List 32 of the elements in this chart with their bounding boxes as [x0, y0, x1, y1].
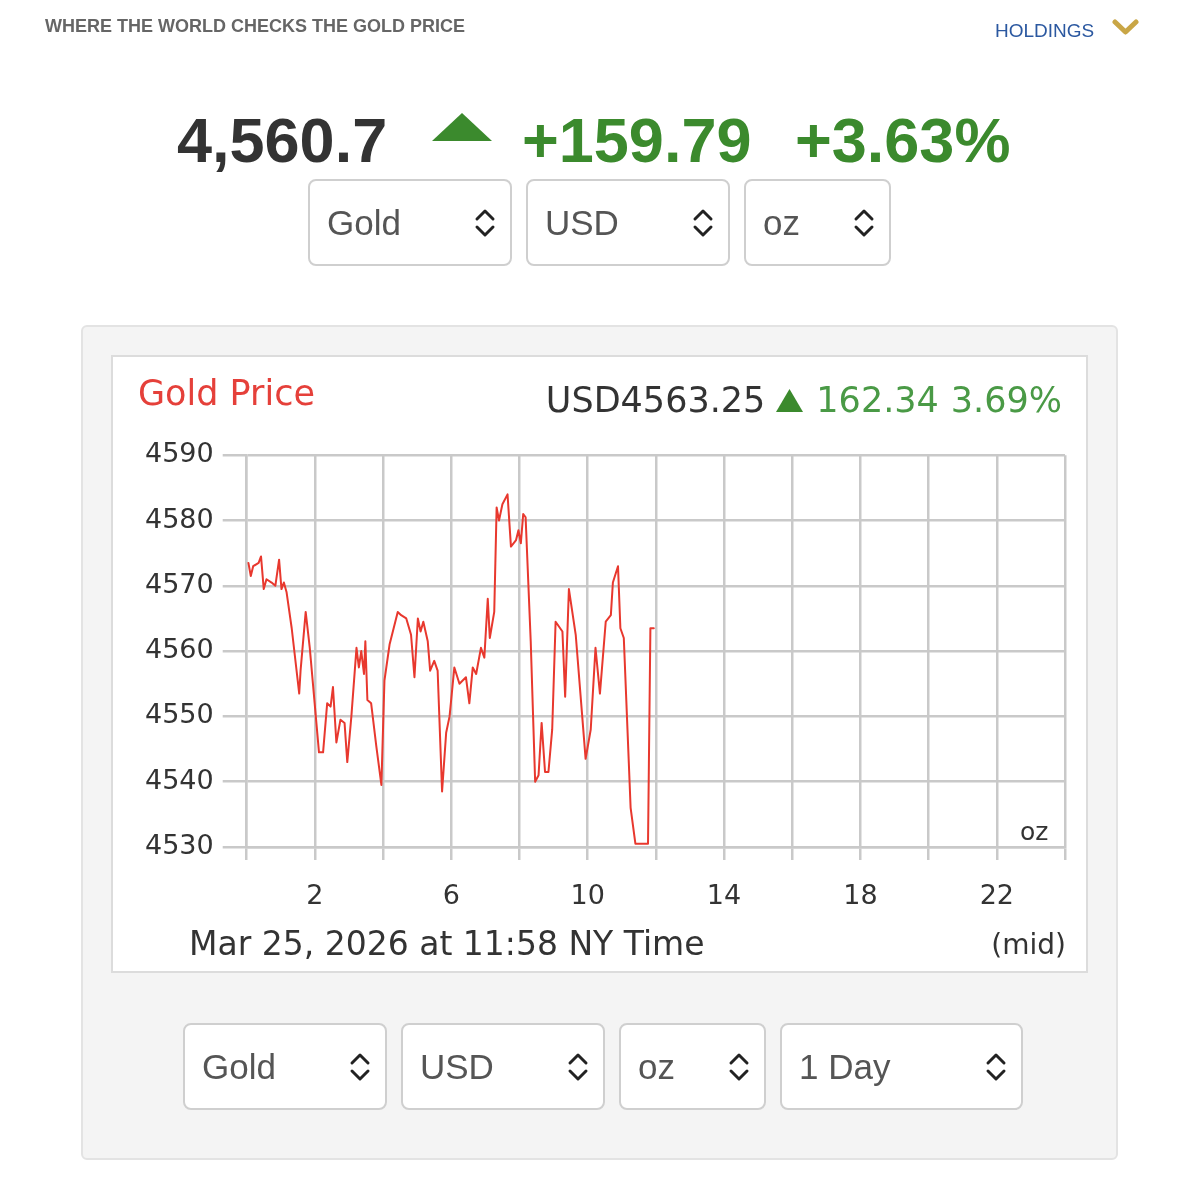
x-tick-label: 6	[442, 879, 460, 911]
dropdown[interactable]: oz	[744, 179, 891, 266]
annotation: oz	[1020, 816, 1049, 846]
text: 162.34	[816, 380, 939, 421]
dropdown[interactable]: USD	[401, 1023, 605, 1110]
text: WHERE THE WORLD CHECKS THE GOLD PRICE	[45, 15, 466, 37]
x-tick-label: 22	[979, 879, 1014, 911]
y-tick-label: 4530	[144, 829, 214, 861]
y-tick-label: 4590	[144, 437, 214, 469]
y-tick-label: 4550	[144, 698, 214, 730]
y-tick-label: 4580	[144, 502, 214, 534]
text: +159.79	[522, 103, 752, 176]
text: (mid)	[991, 928, 1066, 962]
text: 4,560.7	[177, 103, 388, 176]
dropdown[interactable]: USD	[526, 179, 730, 266]
y-tick-label: 4560	[144, 633, 214, 665]
x-tick-label: 14	[706, 879, 742, 911]
dropdown[interactable]: 1 Day	[780, 1023, 1023, 1110]
text: Mar 25, 2026 at 11:58 NY Time	[189, 924, 705, 964]
y-tick-label: 4540	[144, 763, 214, 795]
dropdown[interactable]: oz	[619, 1023, 766, 1110]
x-tick-label: 18	[843, 879, 878, 911]
chart-subtitle: USD4563.25	[545, 380, 766, 421]
dropdown[interactable]: Gold	[183, 1023, 387, 1110]
x-tick-label: 10	[570, 879, 605, 911]
x-tick-label: 2	[306, 879, 324, 911]
chart-title: Gold Price	[138, 373, 315, 414]
dropdown[interactable]: Gold	[308, 179, 512, 266]
y-tick-label: 4570	[144, 567, 214, 599]
text: +3.63%	[795, 103, 1011, 176]
text: HOLDINGS	[995, 19, 1095, 42]
text: 3.69%	[950, 380, 1062, 421]
